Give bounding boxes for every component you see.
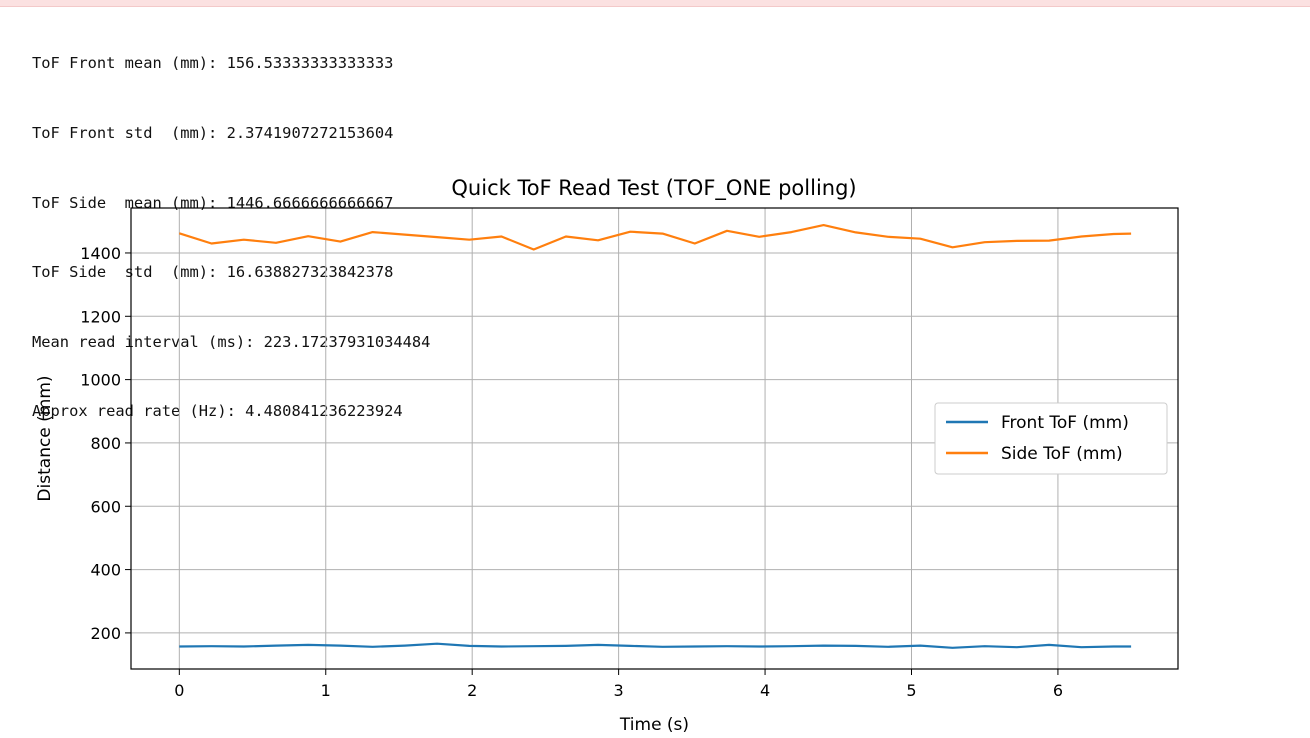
legend: Front ToF (mm) Side ToF (mm) [934, 402, 1168, 475]
x-tick-label: 0 [174, 681, 184, 700]
output-line-side-mean: ToF Side mean (mm): 1446.6666666666667 [32, 193, 394, 212]
legend-label: Side ToF (mm) [1001, 444, 1123, 464]
x-tick-label: 4 [760, 681, 770, 700]
legend-box [934, 402, 1168, 475]
stderr-output-strip [0, 0, 1310, 7]
x-tick-label: 1 [321, 681, 331, 700]
chart-title: Quick ToF Read Test (TOF_ONE polling) [451, 176, 856, 201]
y-tick-label: 1400 [80, 244, 121, 263]
series-line-front [179, 642, 1132, 649]
x-tick-label: 6 [1053, 681, 1063, 700]
output-line-side-std: ToF Side std (mm): 16.638827323842378 [32, 263, 394, 282]
y-tick-label: 600 [90, 497, 121, 516]
output-line-front-mean: ToF Front mean (mm): 156.53333333333333 [32, 54, 394, 73]
y-tick-label: 1000 [80, 371, 121, 390]
x-axis-label: Time (s) [619, 715, 689, 735]
grid-lines [131, 208, 1178, 669]
series-lines [178, 224, 1132, 649]
y-tick-label: 200 [90, 624, 121, 643]
series-line-side [178, 224, 1132, 251]
plot-frame [130, 207, 1179, 670]
y-tick-label: 800 [90, 434, 121, 453]
y-tick-label: 1200 [80, 307, 121, 326]
x-tick-label: 3 [614, 681, 624, 700]
cell-output-text: ToF Front mean (mm): 156.53333333333333 … [32, 6, 430, 447]
legend-label: Front ToF (mm) [1001, 413, 1129, 433]
y-axis-label: Distance (mm) [35, 375, 55, 501]
x-tick-label: 2 [467, 681, 477, 700]
x-tick-label: 5 [906, 681, 916, 700]
axis-ticks: 0 1 2 3 4 5 6 200 400 600 800 1000 1200 1400 [80, 244, 1063, 700]
output-line-read-rate: Approx read rate (Hz): 4.480841236223924 [32, 402, 403, 421]
output-line-read-interval: Mean read interval (ms): 223.17237931034… [32, 332, 431, 351]
output-line-front-std: ToF Front std (mm): 2.3741907272153604 [32, 124, 394, 143]
y-tick-label: 400 [90, 561, 121, 580]
